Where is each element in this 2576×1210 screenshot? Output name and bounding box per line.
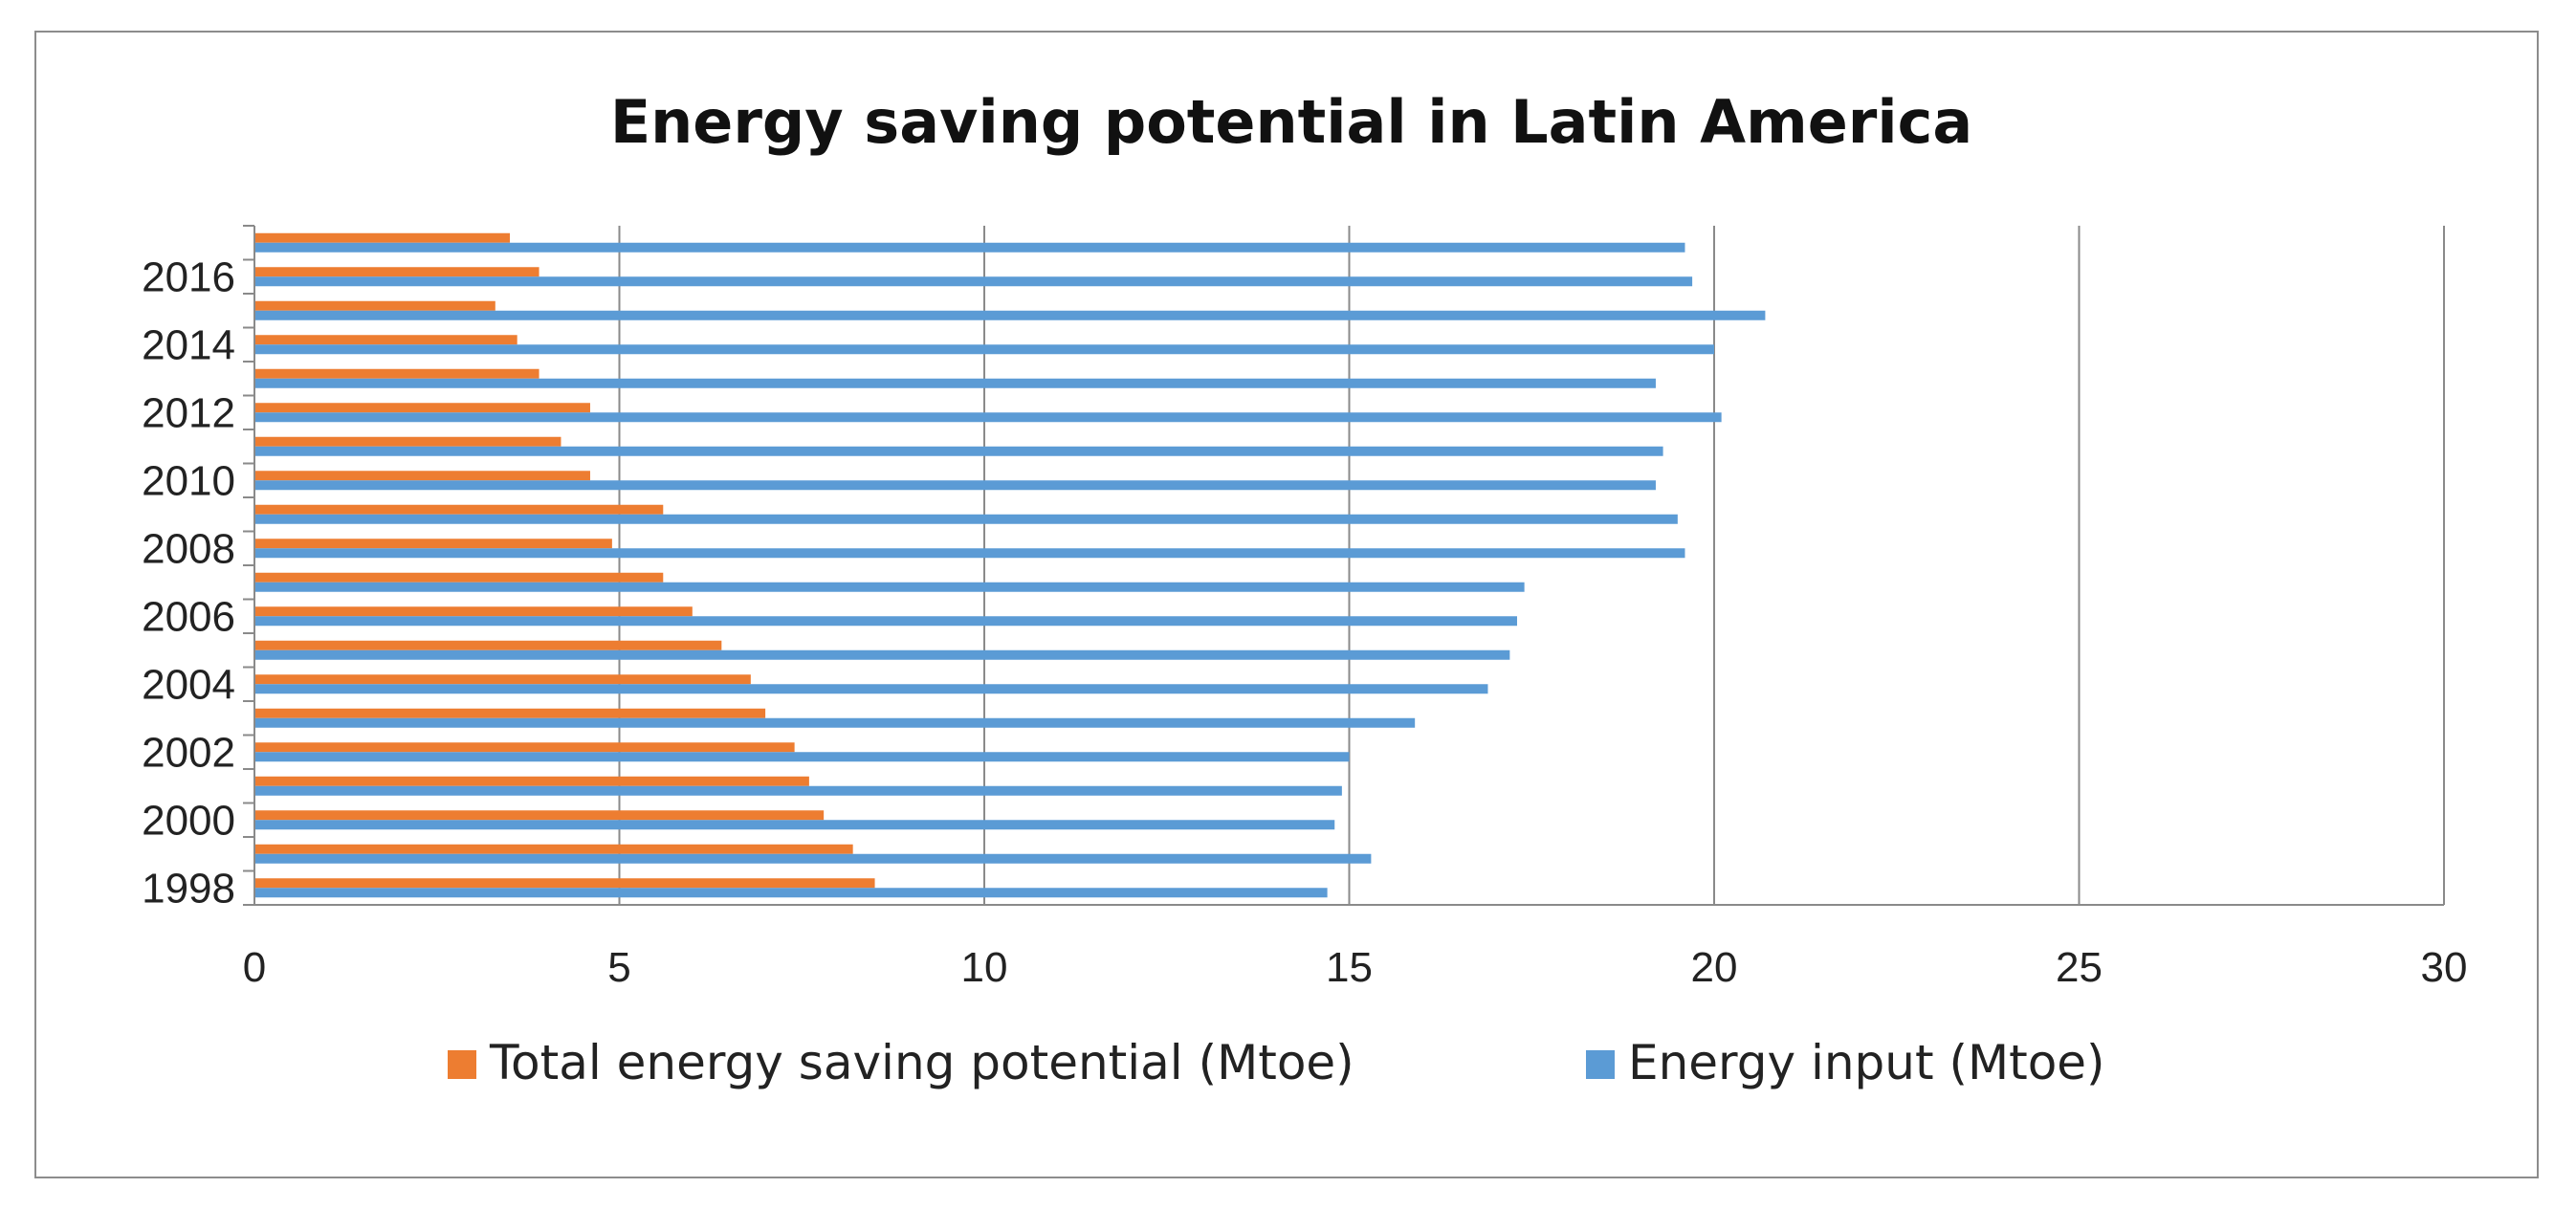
bar-saving-potential-2011 (254, 436, 561, 447)
bar-saving-potential-2002 (254, 742, 795, 753)
bar-energy-input-2000 (254, 820, 1335, 830)
bar-energy-input-2014 (254, 344, 1714, 355)
legend-swatch-saving-potential (448, 1050, 476, 1079)
bar-saving-potential-2009 (254, 504, 664, 515)
y-tick-label: 2014 (142, 321, 235, 368)
bar-saving-potential-2013 (254, 368, 539, 379)
y-tick-label: 2016 (142, 253, 235, 300)
bar-energy-input-2016 (254, 276, 1693, 287)
y-tick-label: 2012 (142, 389, 235, 436)
bar-saving-potential-2003 (254, 708, 766, 718)
bar-energy-input-2011 (254, 446, 1663, 456)
x-tick-label: 20 (1691, 944, 1738, 991)
bar-energy-input-2007 (254, 582, 1525, 592)
bar-saving-potential-1998 (254, 878, 875, 889)
bar-energy-input-2004 (254, 684, 1488, 694)
axes: 0 5 10 15 20 25 30 1998 2000 2002 2004 2006 2008 2010… (142, 225, 2468, 991)
bar-energy-input-1998 (254, 888, 1328, 898)
x-tick-label: 10 (961, 944, 1008, 991)
bar-energy-input-2010 (254, 480, 1656, 491)
legend-label-saving-potential: Total energy saving potential (Mtoe) (489, 1035, 1354, 1090)
bar-saving-potential-2014 (254, 335, 517, 345)
bar-saving-potential-2008 (254, 539, 612, 549)
bar-energy-input-2003 (254, 717, 1416, 728)
bar-saving-potential-1999 (254, 844, 853, 854)
legend-swatch-energy-input (1586, 1050, 1615, 1079)
y-tick-label: 2008 (142, 525, 235, 572)
bar-energy-input-2015 (254, 310, 1766, 320)
bar-energy-input-2017 (254, 242, 1685, 253)
bar-energy-input-2002 (254, 752, 1350, 762)
y-tick-label: 2002 (142, 729, 235, 776)
legend: Total energy saving potential (Mtoe) Ener… (448, 1035, 2105, 1090)
gridlines (618, 226, 2445, 905)
y-tick-label: 2010 (142, 457, 235, 504)
bar-energy-input-2001 (254, 785, 1342, 796)
bar-energy-input-2008 (254, 548, 1685, 559)
bar-saving-potential-2017 (254, 232, 511, 243)
bar-saving-potential-2006 (254, 606, 693, 617)
bar-energy-input-2013 (254, 378, 1656, 388)
bar-saving-potential-2010 (254, 471, 590, 481)
x-tick-label: 0 (243, 944, 266, 991)
chart-frame: Energy saving potential in Latin America… (34, 31, 2539, 1178)
x-tick-label: 30 (2421, 944, 2468, 991)
x-tick-label: 15 (1326, 944, 1373, 991)
bar-saving-potential-2015 (254, 300, 495, 311)
y-tick-label: 2000 (142, 797, 235, 844)
y-tick-label: 2006 (142, 593, 235, 640)
bar-saving-potential-2007 (254, 572, 664, 583)
bar-energy-input-2009 (254, 514, 1678, 524)
x-tick-label: 25 (2056, 944, 2103, 991)
bar-saving-potential-2005 (254, 640, 722, 650)
bar-energy-input-1999 (254, 853, 1372, 864)
y-tick-label: 2004 (142, 661, 235, 708)
bar-saving-potential-2004 (254, 674, 751, 685)
chart-svg: Energy saving potential in Latin America… (142, 87, 2468, 1090)
bar-saving-potential-2001 (254, 776, 809, 786)
x-tick-label: 5 (607, 944, 630, 991)
bar-saving-potential-2012 (254, 403, 590, 413)
y-tick-label: 1998 (142, 865, 235, 912)
bar-energy-input-2005 (254, 649, 1510, 660)
bar-saving-potential-2016 (254, 267, 539, 277)
chart-title: Energy saving potential in Latin America (610, 87, 1972, 157)
legend-label-energy-input: Energy input (Mtoe) (1628, 1035, 2105, 1090)
bar-energy-input-2012 (254, 412, 1722, 423)
bars (254, 232, 1766, 898)
bar-saving-potential-2000 (254, 810, 825, 821)
bar-energy-input-2006 (254, 616, 1517, 627)
